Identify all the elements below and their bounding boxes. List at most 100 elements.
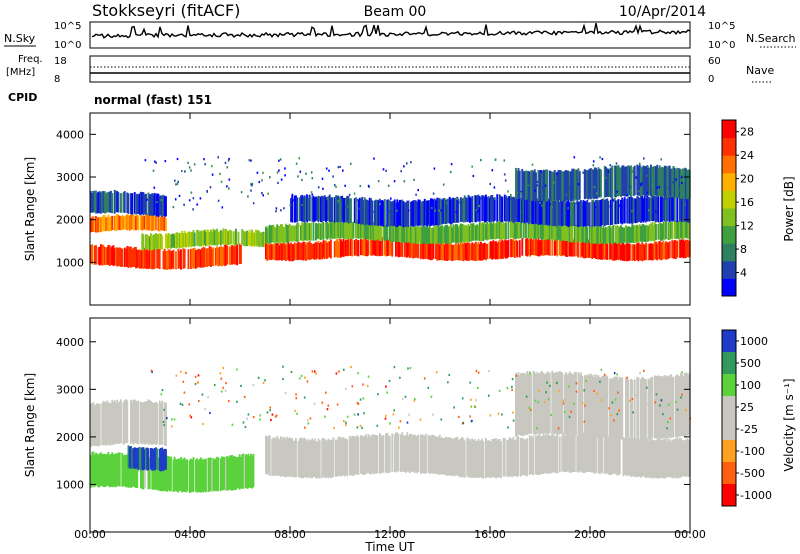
data-cell xyxy=(567,170,570,200)
data-cell xyxy=(417,241,420,259)
scatter-cell xyxy=(304,376,306,379)
data-cell xyxy=(671,240,674,258)
data-cell xyxy=(457,227,460,243)
data-cell xyxy=(432,199,435,226)
data-cell xyxy=(668,165,671,197)
scatter-cell xyxy=(631,397,634,401)
data-cell xyxy=(586,375,589,438)
data-cell xyxy=(678,197,681,222)
data-cell xyxy=(515,239,517,257)
data-cell xyxy=(306,242,309,261)
data-cell xyxy=(560,371,562,434)
data-cell xyxy=(130,399,132,444)
data-cell xyxy=(478,196,481,222)
data-cell xyxy=(598,225,601,245)
data-cell xyxy=(105,454,107,487)
data-cell xyxy=(505,195,507,222)
data-cell xyxy=(165,196,167,217)
data-cell xyxy=(443,226,446,244)
data-cell xyxy=(93,404,96,447)
data-cell xyxy=(661,224,664,241)
scatter-cell xyxy=(228,157,230,161)
data-cell xyxy=(540,222,542,240)
data-cell xyxy=(422,225,425,244)
data-cell xyxy=(443,438,446,475)
data-cell xyxy=(406,240,409,258)
data-cell xyxy=(395,225,397,242)
data-cell xyxy=(301,437,304,478)
scatter-cell xyxy=(189,414,192,417)
data-cell xyxy=(598,377,601,439)
data-cell xyxy=(388,436,391,473)
scatter-cell xyxy=(184,170,186,173)
scatter-cell xyxy=(658,186,661,189)
data-cell xyxy=(635,225,637,243)
colorbar-tick-label: -100 xyxy=(740,445,765,458)
data-cell xyxy=(593,226,596,244)
scatter-cell xyxy=(190,191,193,194)
data-cell xyxy=(245,231,247,247)
data-cell xyxy=(433,225,436,244)
data-cell xyxy=(538,223,541,239)
data-cell xyxy=(411,239,414,259)
data-cell xyxy=(602,225,605,244)
data-cell xyxy=(681,440,684,477)
data-cell xyxy=(610,241,612,259)
data-cell xyxy=(215,458,217,491)
data-cell xyxy=(358,222,361,239)
nsky-tick-bottom: 10^0 xyxy=(54,40,81,51)
scatter-cell xyxy=(252,416,255,419)
data-cell xyxy=(163,216,166,231)
data-cell xyxy=(535,172,537,202)
data-cell xyxy=(651,376,654,439)
y-tick-label: 2000 xyxy=(56,431,84,444)
data-cell xyxy=(572,432,575,473)
data-cell xyxy=(332,437,335,477)
data-cell xyxy=(633,225,636,244)
data-cell xyxy=(217,457,220,492)
data-cell xyxy=(351,239,354,257)
data-cell xyxy=(656,196,659,222)
data-cell xyxy=(198,231,201,247)
data-cell xyxy=(652,243,655,260)
scatter-cell xyxy=(489,182,491,186)
data-cell xyxy=(207,457,210,492)
data-cell xyxy=(666,196,669,222)
data-cell xyxy=(375,224,377,241)
data-cell xyxy=(161,195,164,217)
data-cell xyxy=(641,438,644,477)
data-cell xyxy=(141,456,144,489)
data-cell xyxy=(307,197,310,221)
data-cell xyxy=(615,242,617,261)
data-cell xyxy=(412,434,415,472)
data-cell xyxy=(142,234,145,250)
data-cell xyxy=(607,168,610,197)
scatter-cell xyxy=(413,399,416,402)
data-cell xyxy=(558,222,561,240)
scatter-cell xyxy=(681,371,683,374)
scatter-cell xyxy=(373,157,375,160)
data-cell xyxy=(632,167,635,197)
data-cell xyxy=(490,221,492,240)
data-cell xyxy=(517,168,520,199)
data-cell xyxy=(585,435,587,472)
scatter-cell xyxy=(163,424,165,427)
data-cell xyxy=(597,200,600,227)
scatter-cell xyxy=(311,370,314,373)
scatter-cell xyxy=(556,172,558,175)
scatter-cell xyxy=(278,159,280,162)
data-cell xyxy=(523,439,526,476)
data-cell xyxy=(642,198,645,223)
scatter-cell xyxy=(290,370,293,374)
data-cell xyxy=(236,457,239,489)
data-cell xyxy=(490,441,492,478)
data-cell xyxy=(151,402,154,445)
data-cell xyxy=(113,190,116,214)
data-cell xyxy=(532,222,535,240)
scatter-cell xyxy=(635,176,638,179)
data-cell xyxy=(367,434,370,474)
data-cell xyxy=(126,454,129,488)
scatter-cell xyxy=(188,403,191,406)
data-cell xyxy=(583,435,586,474)
data-cell xyxy=(490,241,492,259)
